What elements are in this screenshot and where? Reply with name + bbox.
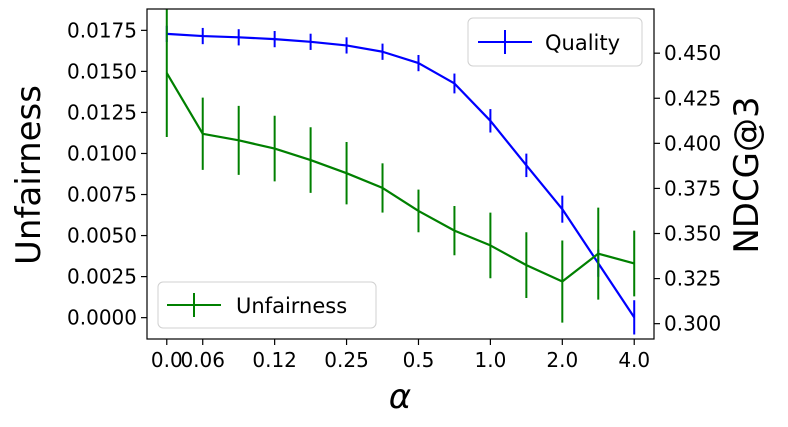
y-right-tick-label: 0.375 bbox=[664, 176, 721, 200]
y-right-tick-label: 0.425 bbox=[664, 86, 721, 110]
y-left-tick-label: 0.0125 bbox=[67, 100, 137, 124]
legend-unfairness-box bbox=[157, 281, 377, 329]
y-right-tick-label: 0.300 bbox=[664, 312, 721, 336]
legend-quality: Quality bbox=[467, 17, 643, 67]
right-axis: 0.300 0.325 0.350 0.375 0.400 0.425 0.450 bbox=[654, 41, 721, 336]
x-tick-label: 0.06 bbox=[180, 348, 225, 372]
y-right-tick-label: 0.325 bbox=[664, 267, 721, 291]
series-layer bbox=[165, 9, 636, 335]
x-tick-label: 0.5 bbox=[403, 348, 435, 372]
y-right-tick-label: 0.400 bbox=[664, 131, 721, 155]
x-tick-label: 0.0 bbox=[151, 348, 183, 372]
legend-quality-box bbox=[467, 17, 643, 67]
y-left-tick-label: 0.0025 bbox=[67, 265, 137, 289]
left-axis: 0.0000 0.0025 0.0050 0.0075 0.0100 0.0125 0.01… bbox=[67, 18, 147, 330]
y-left-tick-label: 0.0000 bbox=[67, 306, 137, 330]
x-axis: 0.00.06 0.12 0.25 0.5 1.0 2.0 4.0 bbox=[151, 339, 650, 372]
x-tick-label: 2.0 bbox=[546, 348, 578, 372]
x-tick-label: 0.12 bbox=[252, 348, 297, 372]
x-tick-label: 1.0 bbox=[474, 348, 506, 372]
x-axis-label: α bbox=[389, 377, 411, 417]
y-left-tick-label: 0.0050 bbox=[67, 224, 137, 248]
unfairness-line bbox=[165, 72, 635, 283]
y-left-tick-label: 0.0175 bbox=[67, 18, 137, 42]
plot-frame bbox=[146, 8, 655, 340]
y-left-tick-label: 0.0150 bbox=[67, 59, 137, 83]
x-tick-label: 4.0 bbox=[618, 348, 650, 372]
legend-unfairness-label: Unfairness bbox=[236, 294, 347, 318]
y-left-tick-label: 0.0100 bbox=[67, 141, 137, 165]
legend-quality-label: Quality bbox=[545, 31, 620, 55]
legend-unfairness: Unfairness bbox=[157, 281, 377, 329]
y-axis-right-label: NDCG@3 bbox=[727, 96, 767, 253]
y-axis-left-label: Unfairness bbox=[9, 85, 49, 265]
x-tick-label: 0.25 bbox=[324, 348, 369, 372]
y-right-tick-label: 0.450 bbox=[664, 41, 721, 65]
quality-line bbox=[166, 32, 636, 318]
y-left-tick-label: 0.0075 bbox=[67, 183, 137, 207]
y-right-tick-label: 0.350 bbox=[664, 222, 721, 246]
